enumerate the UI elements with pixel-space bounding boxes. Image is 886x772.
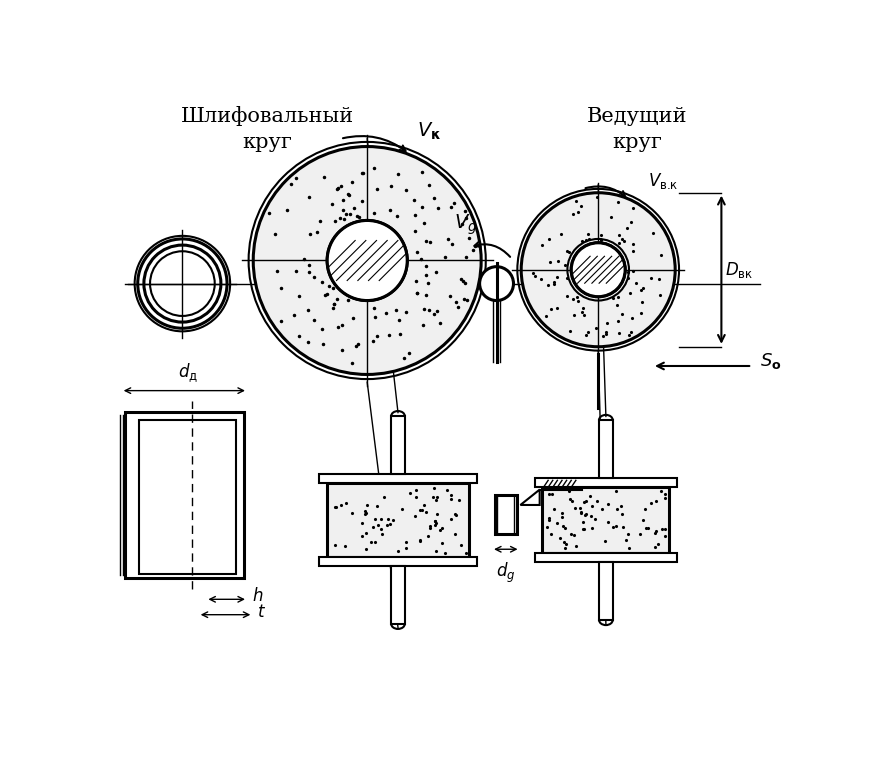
Bar xyxy=(391,566,405,624)
Text: $d_{g}$: $d_{g}$ xyxy=(495,560,515,585)
Circle shape xyxy=(327,221,407,300)
Bar xyxy=(319,474,477,483)
Circle shape xyxy=(571,242,625,296)
Circle shape xyxy=(521,193,674,347)
Bar xyxy=(319,557,477,566)
Text: $V_{\mathbf{\kappa}}$: $V_{\mathbf{\kappa}}$ xyxy=(416,120,441,142)
Polygon shape xyxy=(520,489,539,505)
Text: круг: круг xyxy=(611,133,661,151)
Text: $t$: $t$ xyxy=(257,603,266,621)
Bar xyxy=(326,483,469,557)
Text: круг: круг xyxy=(242,133,291,151)
Text: $V_{g}$: $V_{g}$ xyxy=(454,212,477,236)
Bar xyxy=(391,416,405,474)
Text: $d_{\mathbf{\text{д}}}$: $d_{\mathbf{\text{д}}}$ xyxy=(178,362,198,384)
Circle shape xyxy=(479,266,513,300)
Bar xyxy=(534,478,676,487)
Bar xyxy=(598,420,612,478)
Circle shape xyxy=(327,221,407,300)
Text: Шлифовальный: Шлифовальный xyxy=(181,107,354,127)
Bar xyxy=(541,487,669,553)
Bar xyxy=(494,496,516,534)
Circle shape xyxy=(253,147,480,374)
Bar xyxy=(534,553,676,562)
Circle shape xyxy=(571,242,625,296)
Text: Ведущий: Ведущий xyxy=(586,107,686,126)
Bar xyxy=(598,562,612,620)
Text: $h$: $h$ xyxy=(252,587,263,605)
Bar xyxy=(125,412,244,577)
Text: $V_{\mathbf{\text{в.к}}}$: $V_{\mathbf{\text{в.к}}}$ xyxy=(648,171,678,191)
Text: $S_{\mathbf{o}}$: $S_{\mathbf{o}}$ xyxy=(759,350,781,371)
Bar xyxy=(138,420,236,574)
Bar xyxy=(541,487,669,553)
Bar xyxy=(326,483,469,557)
Text: $D_{\mathbf{\text{вк}}}$: $D_{\mathbf{\text{вк}}}$ xyxy=(725,259,753,279)
